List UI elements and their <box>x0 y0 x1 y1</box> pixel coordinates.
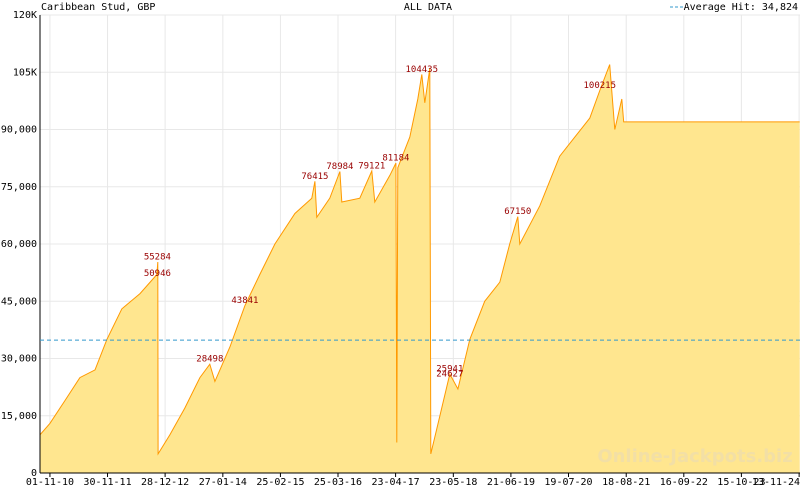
data-label: 104435 <box>405 65 438 75</box>
x-tick-label: 21-06-19 <box>487 477 535 488</box>
data-label: 43841 <box>231 296 258 306</box>
data-label: 25941 <box>436 364 463 374</box>
legend-label: Average Hit: 34,824 <box>684 2 798 13</box>
y-tick-label: 90,000 <box>1 125 37 136</box>
y-tick-label: 30,000 <box>1 354 37 365</box>
x-tick-label: 25-03-16 <box>314 477 362 488</box>
data-label: 50946 <box>144 269 171 279</box>
x-tick-label: 25-02-15 <box>256 477 304 488</box>
data-label: 100215 <box>584 81 617 91</box>
x-tick-label: 15-10-23 <box>717 477 765 488</box>
watermark: Online-Jackpots.biz <box>597 446 792 467</box>
x-tick-label: 19-07-20 <box>544 477 592 488</box>
y-tick-label: 15,000 <box>1 411 37 422</box>
y-tick-label: 0 <box>31 468 37 479</box>
y-tick-label: 75,000 <box>1 182 37 193</box>
data-label: 55284 <box>144 252 171 262</box>
y-tick-label: 105K <box>13 67 37 78</box>
area <box>40 64 800 473</box>
data-label: 78984 <box>326 162 353 172</box>
data-label: 28498 <box>196 355 223 365</box>
x-tick-label: 28-12-12 <box>141 477 189 488</box>
y-tick-label: 120K <box>13 10 37 21</box>
x-tick-label: 18-08-21 <box>602 477 650 488</box>
data-label: 81184 <box>382 154 409 164</box>
y-tick-label: 60,000 <box>1 239 37 250</box>
line <box>39 64 800 456</box>
chart-subtitle: ALL DATA <box>404 2 452 13</box>
x-tick-label: 13-11-24 <box>752 477 800 488</box>
x-tick-label: 30-11-11 <box>83 477 131 488</box>
x-tick-label: 23-04-17 <box>372 477 420 488</box>
data-label: 79121 <box>358 162 385 172</box>
chart-title: Caribbean Stud, GBP <box>41 2 155 13</box>
data-label: 67150 <box>504 207 531 217</box>
data-label: 76415 <box>301 172 328 182</box>
y-tick-label: 45,000 <box>1 296 37 307</box>
x-tick-label: 27-01-14 <box>199 477 247 488</box>
x-tick-label: 16-09-22 <box>660 477 708 488</box>
data-label: 24627 <box>436 370 463 380</box>
x-tick-label: 23-05-18 <box>429 477 477 488</box>
x-tick-label: 01-11-10 <box>26 477 74 488</box>
